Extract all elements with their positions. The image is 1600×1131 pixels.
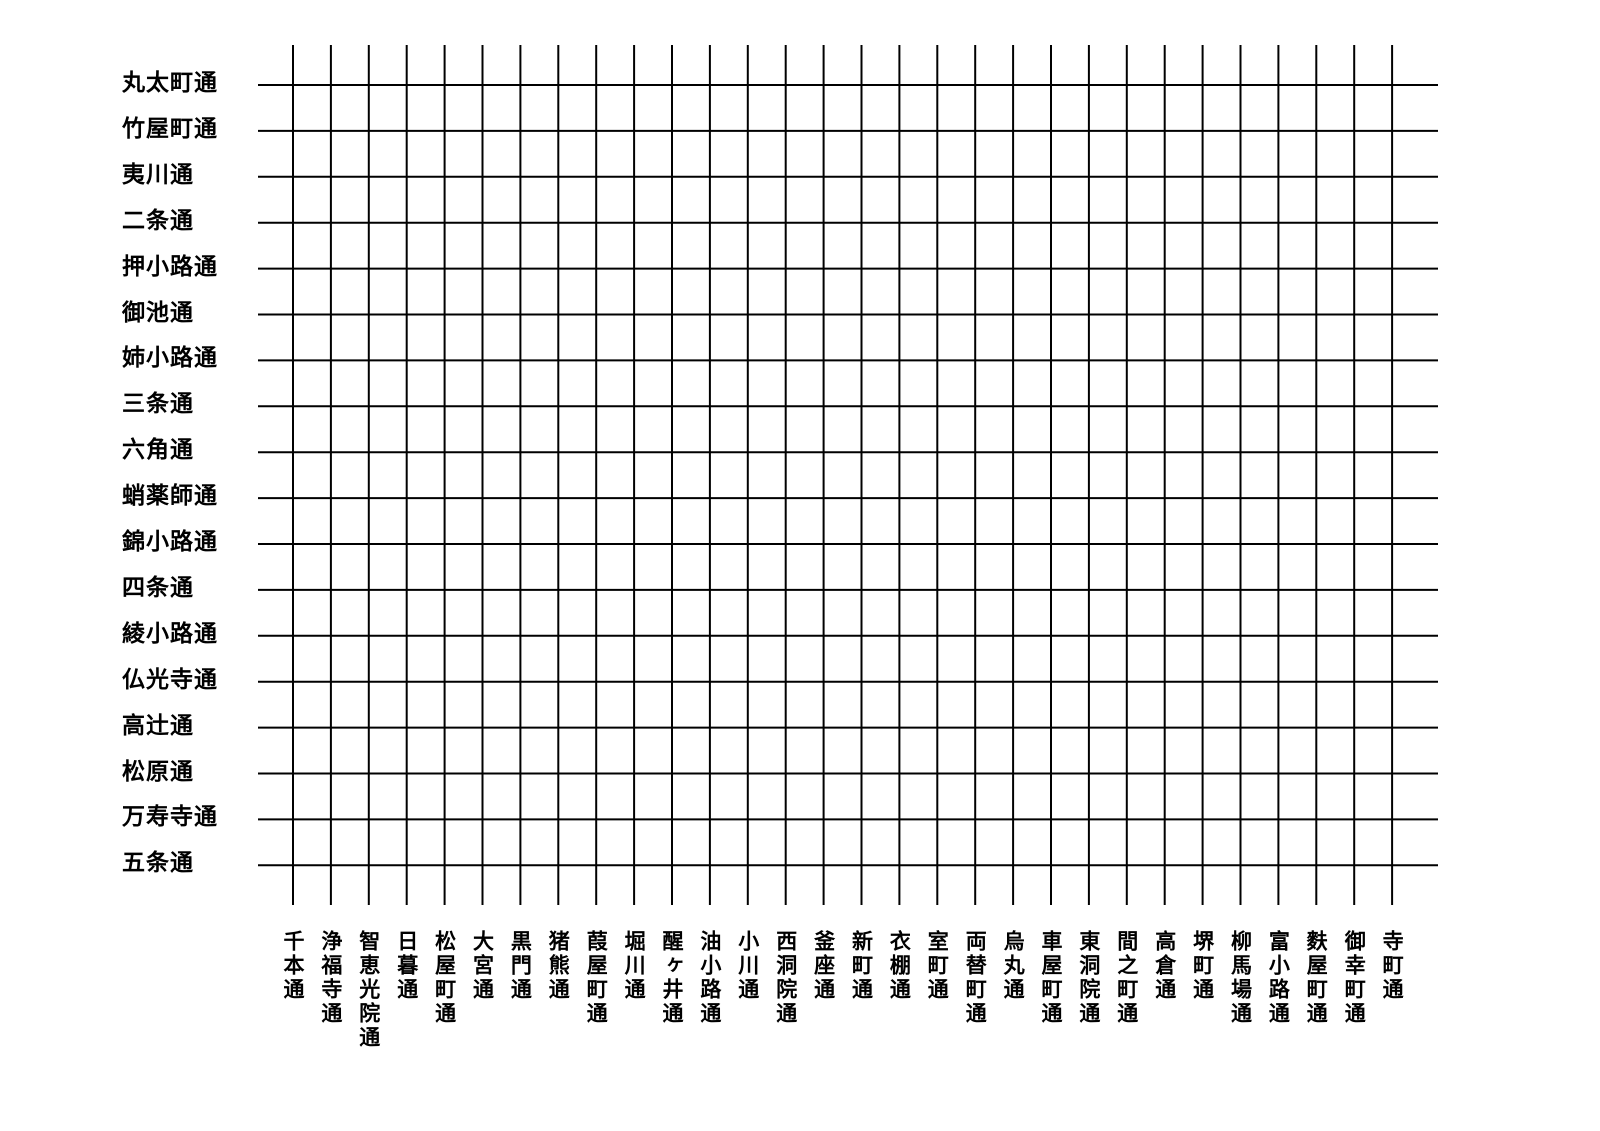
north-south-street-label: 麩屋町通 [1304,930,1330,1026]
north-south-street-label: 高倉通 [1152,930,1178,1002]
north-south-street-label: 車屋町通 [1039,930,1064,1026]
north-south-street-label: 大宮通 [470,930,496,1002]
north-south-street-label: 油小路通 [697,930,723,1026]
east-west-street-label: 六角通 [122,436,194,464]
north-south-street-label: 衣棚通 [887,930,913,1002]
east-west-street-label: 蛸薬師通 [122,482,218,510]
north-south-street-label: 室町通 [925,930,951,1002]
north-south-street-label: 小川通 [735,930,761,1002]
north-south-street-label: 寺町通 [1380,930,1406,1002]
north-south-street-label: 堀川通 [622,930,648,1002]
north-south-street-label: 葭屋町通 [584,930,610,1026]
east-west-street-label: 御池通 [122,298,194,326]
north-south-street-label: 松屋町通 [432,930,458,1026]
north-south-street-label: 御幸町通 [1342,930,1368,1026]
north-south-street-label: 新町通 [849,930,875,1002]
east-west-street-label: 五条通 [122,849,194,877]
east-west-street-label: 丸太町通 [122,69,218,96]
north-south-street-label: 両替町通 [963,930,989,1026]
east-west-street-label: 二条通 [122,206,194,234]
north-south-street-label: 富小路通 [1266,930,1292,1026]
north-south-street-label: 醒ヶ井通 [660,930,685,1026]
north-south-street-label: 智恵光院通 [356,930,382,1050]
north-south-street-label: 烏丸通 [1001,930,1027,1002]
north-south-street-label: 柳馬場通 [1228,930,1254,1026]
north-south-street-label: 西洞院通 [773,930,799,1026]
north-south-street-label: 堺町通 [1190,930,1216,1002]
east-west-street-label: 四条通 [122,573,194,601]
east-west-street-label: 錦小路通 [122,528,218,555]
north-south-street-label: 黒門通 [508,930,534,1002]
east-west-street-label: 綾小路通 [122,619,218,647]
east-west-street-label: 高辻通 [122,711,194,739]
east-west-street-label: 夷川通 [122,160,194,188]
east-west-street-label: 三条通 [122,390,194,418]
north-south-street-label: 釜座通 [811,930,837,1002]
east-west-street-label: 竹屋町通 [122,114,218,142]
north-south-street-label: 東洞院通 [1076,930,1102,1026]
north-south-street-label: 猪熊通 [546,930,572,1002]
east-west-street-label: 姉小路通 [122,344,218,372]
north-south-street-label: 日暮通 [394,930,420,1002]
north-south-street-label: 浄福寺通 [318,930,344,1026]
east-west-street-label: 松原通 [122,757,194,785]
north-south-street-label: 千本通 [281,930,306,1002]
east-west-street-label: 万寿寺通 [122,803,218,831]
north-south-street-label: 間之町通 [1114,930,1140,1026]
east-west-street-label: 仏光寺通 [122,665,218,693]
east-west-street-label: 押小路通 [122,252,218,280]
